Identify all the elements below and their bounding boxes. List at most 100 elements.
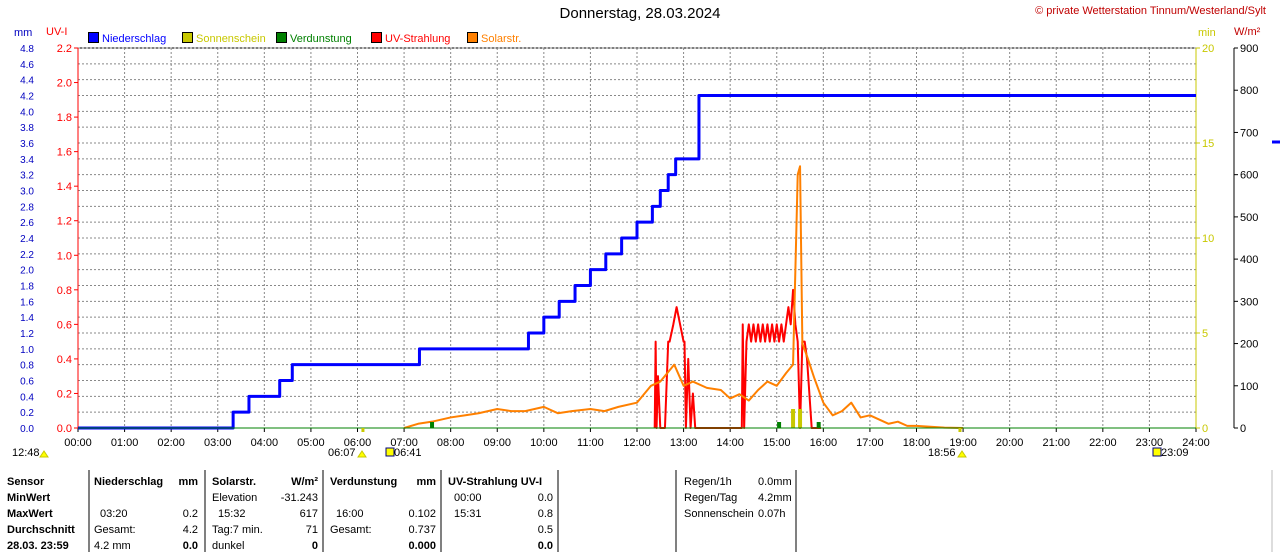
col-rain-values: mm 0.2 4.2 0.0 xyxy=(178,476,198,552)
copyright-notice: © private Wetterstation Tinnum/Westerlan… xyxy=(1035,5,1266,17)
min-tick-label: 20 xyxy=(1202,43,1214,55)
time-tick-label: 14:00 xyxy=(716,437,744,449)
mm-tick-label: 1.4 xyxy=(20,313,34,324)
wm2-tick-label: 600 xyxy=(1240,170,1258,182)
mm-tick-label: 4.6 xyxy=(20,60,34,71)
mm-tick-label: 0.0 xyxy=(20,424,34,435)
mm-tick-label: 3.4 xyxy=(20,155,34,166)
legend-item-solar: Solarstr. xyxy=(467,32,521,45)
uvi-tick-label: 2.0 xyxy=(57,78,72,90)
series-line-rain xyxy=(78,94,1196,430)
legend-item-niederschlag: Niederschlag xyxy=(88,32,166,45)
moonrise-icon xyxy=(385,447,395,457)
mm-tick-label: 3.6 xyxy=(20,139,34,150)
mm-tick-label: 2.4 xyxy=(20,234,34,245)
mm-tick-label: 2.0 xyxy=(20,266,34,277)
unit-wm2: W/m² xyxy=(1234,26,1261,38)
mm-tick-label: 3.8 xyxy=(20,123,34,134)
sunrise-icon xyxy=(357,450,367,458)
uvi-tick-label: 0.8 xyxy=(57,285,72,297)
bar-evap xyxy=(777,422,782,428)
chart-title: Donnerstag, 28.03.2024 xyxy=(559,5,721,22)
col-evap-labels: Verdunstung 16:00 Gesamt: xyxy=(330,476,398,536)
uvi-tick-label: 1.0 xyxy=(57,250,72,262)
summary-values: 0.0mm 4.2mm 0.07h xyxy=(758,476,792,520)
uvi-tick-label: 0.4 xyxy=(57,354,72,366)
time-tick-label: 13:00 xyxy=(670,437,698,449)
time-tick-label: 08:00 xyxy=(437,437,465,449)
mm-tick-label: 3.0 xyxy=(20,187,34,198)
time-tick-label: 19:00 xyxy=(949,437,977,449)
wm2-tick-label: 700 xyxy=(1240,127,1258,139)
summary-labels: Regen/1h Regen/Tag Sonnenschein xyxy=(684,476,754,520)
time-tick-label: 05:00 xyxy=(297,437,325,449)
min-tick-label: 0 xyxy=(1202,423,1208,435)
mm-tick-label: 1.8 xyxy=(20,282,34,293)
series-line-uv xyxy=(653,288,822,429)
time-tick-label: 18:00 xyxy=(903,437,931,449)
time-tick-label: 15:00 xyxy=(763,437,791,449)
col-solar-labels: Solarstr. Elevation 15:32 Tag:7 min. dun… xyxy=(212,476,263,552)
mm-tick-label: 2.2 xyxy=(20,250,34,261)
time-tick-label: 22:00 xyxy=(1089,437,1117,449)
legend-swatch xyxy=(88,32,99,43)
moon-time-2: 23:09 xyxy=(1161,447,1189,459)
sunset-time: 18:56 xyxy=(928,447,956,459)
min-tick-label: 15 xyxy=(1202,138,1214,150)
uvi-tick-label: 1.6 xyxy=(57,147,72,159)
sunrise-time: 06:07 xyxy=(328,447,356,459)
time-tick-label: 20:00 xyxy=(996,437,1024,449)
sunset-icon xyxy=(957,450,967,458)
mm-tick-label: 4.8 xyxy=(20,44,34,55)
moonset-time: 12:48 xyxy=(12,447,40,459)
unit-uvi: UV-I xyxy=(46,26,68,38)
legend-item-verdunstung: Verdunstung xyxy=(276,32,352,45)
uvi-tick-label: 2.2 xyxy=(57,43,72,55)
uvi-tick-label: 1.8 xyxy=(57,112,72,124)
legend-swatch xyxy=(182,32,193,43)
bar-sun xyxy=(798,409,803,428)
series-line-solar xyxy=(403,165,964,429)
col-rain-labels: Niederschlag 03:20 Gesamt: 4.2 mm xyxy=(94,476,164,552)
event-markers xyxy=(39,428,1162,458)
time-tick-label: 01:00 xyxy=(111,437,139,449)
wm2-tick-label: 400 xyxy=(1240,254,1258,266)
wm2-tick-label: 800 xyxy=(1240,85,1258,97)
moonrise-time: 06:41 xyxy=(394,447,422,459)
mm-tick-label: 0.2 xyxy=(20,408,34,419)
wm2-tick-label: 100 xyxy=(1240,381,1258,393)
unit-mm: mm xyxy=(14,27,33,39)
time-tick-label: 17:00 xyxy=(856,437,884,449)
col-sensor: Sensor MinWert MaxWert Durchschnitt 28.03. 2… xyxy=(7,476,75,552)
uvi-tick-label: 1.2 xyxy=(57,216,72,228)
time-tick-label: 02:00 xyxy=(157,437,185,449)
wm2-tick-label: 0 xyxy=(1240,423,1246,435)
mm-tick-label: 0.6 xyxy=(20,377,34,388)
time-tick-label: 04:00 xyxy=(251,437,279,449)
bar-evap xyxy=(816,422,821,428)
time-tick-label: 07:00 xyxy=(390,437,418,449)
uvi-tick-label: 0.2 xyxy=(57,388,72,400)
time-tick-label: 11:00 xyxy=(577,437,604,449)
uvi-tick-label: 1.4 xyxy=(57,181,72,193)
mm-tick-label: 4.2 xyxy=(20,92,34,103)
legend-swatch xyxy=(467,32,478,43)
mm-tick-label: 2.6 xyxy=(20,218,34,229)
mm-tick-label: 2.8 xyxy=(20,202,34,213)
col-uv-labels: UV-Strahlung UV-I 00:00 15:31 xyxy=(448,476,543,520)
time-tick-label: 03:00 xyxy=(204,437,232,449)
wm2-tick-label: 200 xyxy=(1240,339,1258,351)
time-tick-label: 12:00 xyxy=(623,437,651,449)
time-tick-label: 21:00 xyxy=(1042,437,1070,449)
time-tick-label: 16:00 xyxy=(810,437,838,449)
legend-swatch xyxy=(276,32,287,43)
chart-axes: 0.0 0.2 0.4 0.6 0.8 1.0 1.2 1.4 1.6 1.8 2.0 2.2 2.4 2… xyxy=(20,43,1280,449)
mm-tick-label: 1.6 xyxy=(20,297,34,308)
bar-sun xyxy=(791,409,796,428)
moonset-icon xyxy=(39,450,49,458)
col-uv-values: 0.0 0.8 0.5 0.0 xyxy=(537,492,553,552)
wm2-tick-label: 300 xyxy=(1240,296,1258,308)
min-tick-label: 5 xyxy=(1202,328,1208,340)
time-tick-label: 06:00 xyxy=(344,437,372,449)
